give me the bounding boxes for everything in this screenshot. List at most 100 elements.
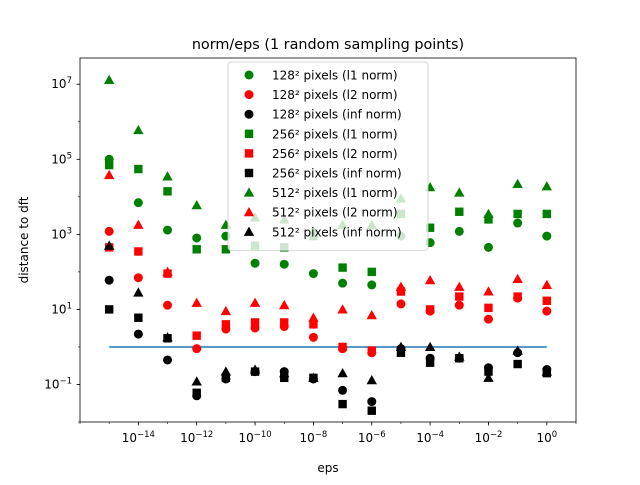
data-point: [454, 281, 465, 291]
data-point: [455, 292, 464, 301]
data-point: [134, 313, 143, 322]
y-tick-label: 105: [51, 151, 72, 166]
data-point: [367, 267, 376, 277]
data-point: [483, 286, 494, 296]
data-point: [483, 242, 493, 252]
data-point: [280, 318, 289, 327]
data-point: [133, 219, 144, 229]
data-point: [396, 299, 406, 309]
x-tick-label: 10−10: [238, 430, 271, 445]
legend: 128² pixels (l1 norm) 128² pixels (l2 nor…: [227, 61, 429, 251]
data-point: [454, 187, 465, 197]
data-point: [483, 208, 494, 218]
data-point: [308, 269, 318, 279]
data-point: [367, 406, 376, 415]
data-point: [395, 281, 407, 291]
data-point: [483, 314, 493, 324]
data-point: [163, 355, 173, 365]
data-point: [308, 312, 319, 322]
data-point: [250, 258, 260, 268]
legend-label: 256² pixels (l1 norm): [272, 127, 398, 141]
data-point: [104, 226, 114, 236]
data-point: [338, 278, 348, 288]
legend-marker: [244, 109, 254, 119]
data-point: [103, 169, 115, 180]
data-point: [512, 345, 523, 355]
data-point: [220, 305, 232, 316]
data-point: [338, 263, 347, 272]
data-point: [366, 310, 377, 320]
legend-marker: [244, 168, 254, 178]
data-point: [396, 348, 406, 357]
data-point: [280, 373, 289, 383]
x-tick-label: 10−2: [475, 430, 503, 445]
data-point: [337, 304, 348, 314]
legend-marker: [244, 70, 254, 80]
data-point: [424, 275, 436, 285]
data-point: [367, 397, 377, 407]
data-point: [133, 329, 143, 339]
data-point: [249, 297, 261, 307]
data-point: [104, 275, 114, 285]
axes-frame: [79, 57, 577, 423]
data-point: [133, 287, 144, 297]
data-point: [191, 297, 202, 307]
data-point: [338, 399, 347, 409]
data-point: [512, 178, 523, 189]
data-point: [337, 367, 348, 378]
data-point: [162, 171, 173, 181]
legend-marker: [244, 149, 254, 158]
data-point: [395, 341, 407, 351]
legend-marker: [244, 90, 254, 100]
data-point: [338, 385, 348, 395]
series-8: [103, 240, 553, 386]
data-point: [366, 374, 377, 385]
data-point: [134, 164, 143, 174]
series-7: [103, 169, 553, 322]
data-point: [424, 341, 436, 351]
y-tick-label: 101: [51, 301, 72, 316]
data-point: [134, 247, 143, 256]
data-point: [221, 320, 231, 329]
data-point: [103, 240, 115, 250]
data-point: [308, 332, 318, 342]
y-axis-title: distance to dft: [17, 196, 31, 283]
x-axis-title: eps: [317, 461, 338, 475]
data-point: [221, 373, 231, 383]
data-point: [512, 273, 523, 283]
data-point: [191, 199, 202, 210]
data-point: [162, 332, 173, 342]
data-point: [425, 305, 435, 314]
data-point: [484, 215, 493, 224]
data-point: [133, 273, 143, 283]
x-tick-label: 10−14: [122, 430, 155, 445]
data-point: [367, 280, 377, 290]
legend-marker: [244, 129, 254, 138]
data-point: [192, 245, 201, 254]
x-tick-label: 10−8: [300, 430, 328, 445]
data-point: [542, 209, 552, 219]
x-tick-label: 10−12: [180, 430, 213, 445]
data-point: [541, 279, 553, 289]
x-tick-label: 10−4: [416, 430, 444, 445]
data-point: [513, 218, 523, 228]
data-point: [425, 358, 435, 367]
data-point: [279, 299, 290, 310]
chart-title: norm/eps (1 random sampling points): [192, 37, 464, 53]
x-tick-label: 100: [536, 430, 557, 445]
legend-marker: [243, 187, 255, 197]
data-point: [367, 346, 376, 355]
data-point: [484, 303, 493, 313]
data-point: [279, 367, 290, 378]
data-point: [484, 367, 493, 376]
y-tick-label: 107: [51, 76, 72, 91]
data-point: [162, 266, 173, 276]
data-point: [513, 292, 522, 301]
data-point: [192, 388, 201, 397]
data-point: [192, 344, 202, 354]
series-4: [104, 243, 552, 355]
x-tick-label: 10−6: [358, 430, 386, 445]
data-point: [542, 231, 552, 241]
legend-label: 512² pixels (l2 norm): [272, 206, 398, 220]
